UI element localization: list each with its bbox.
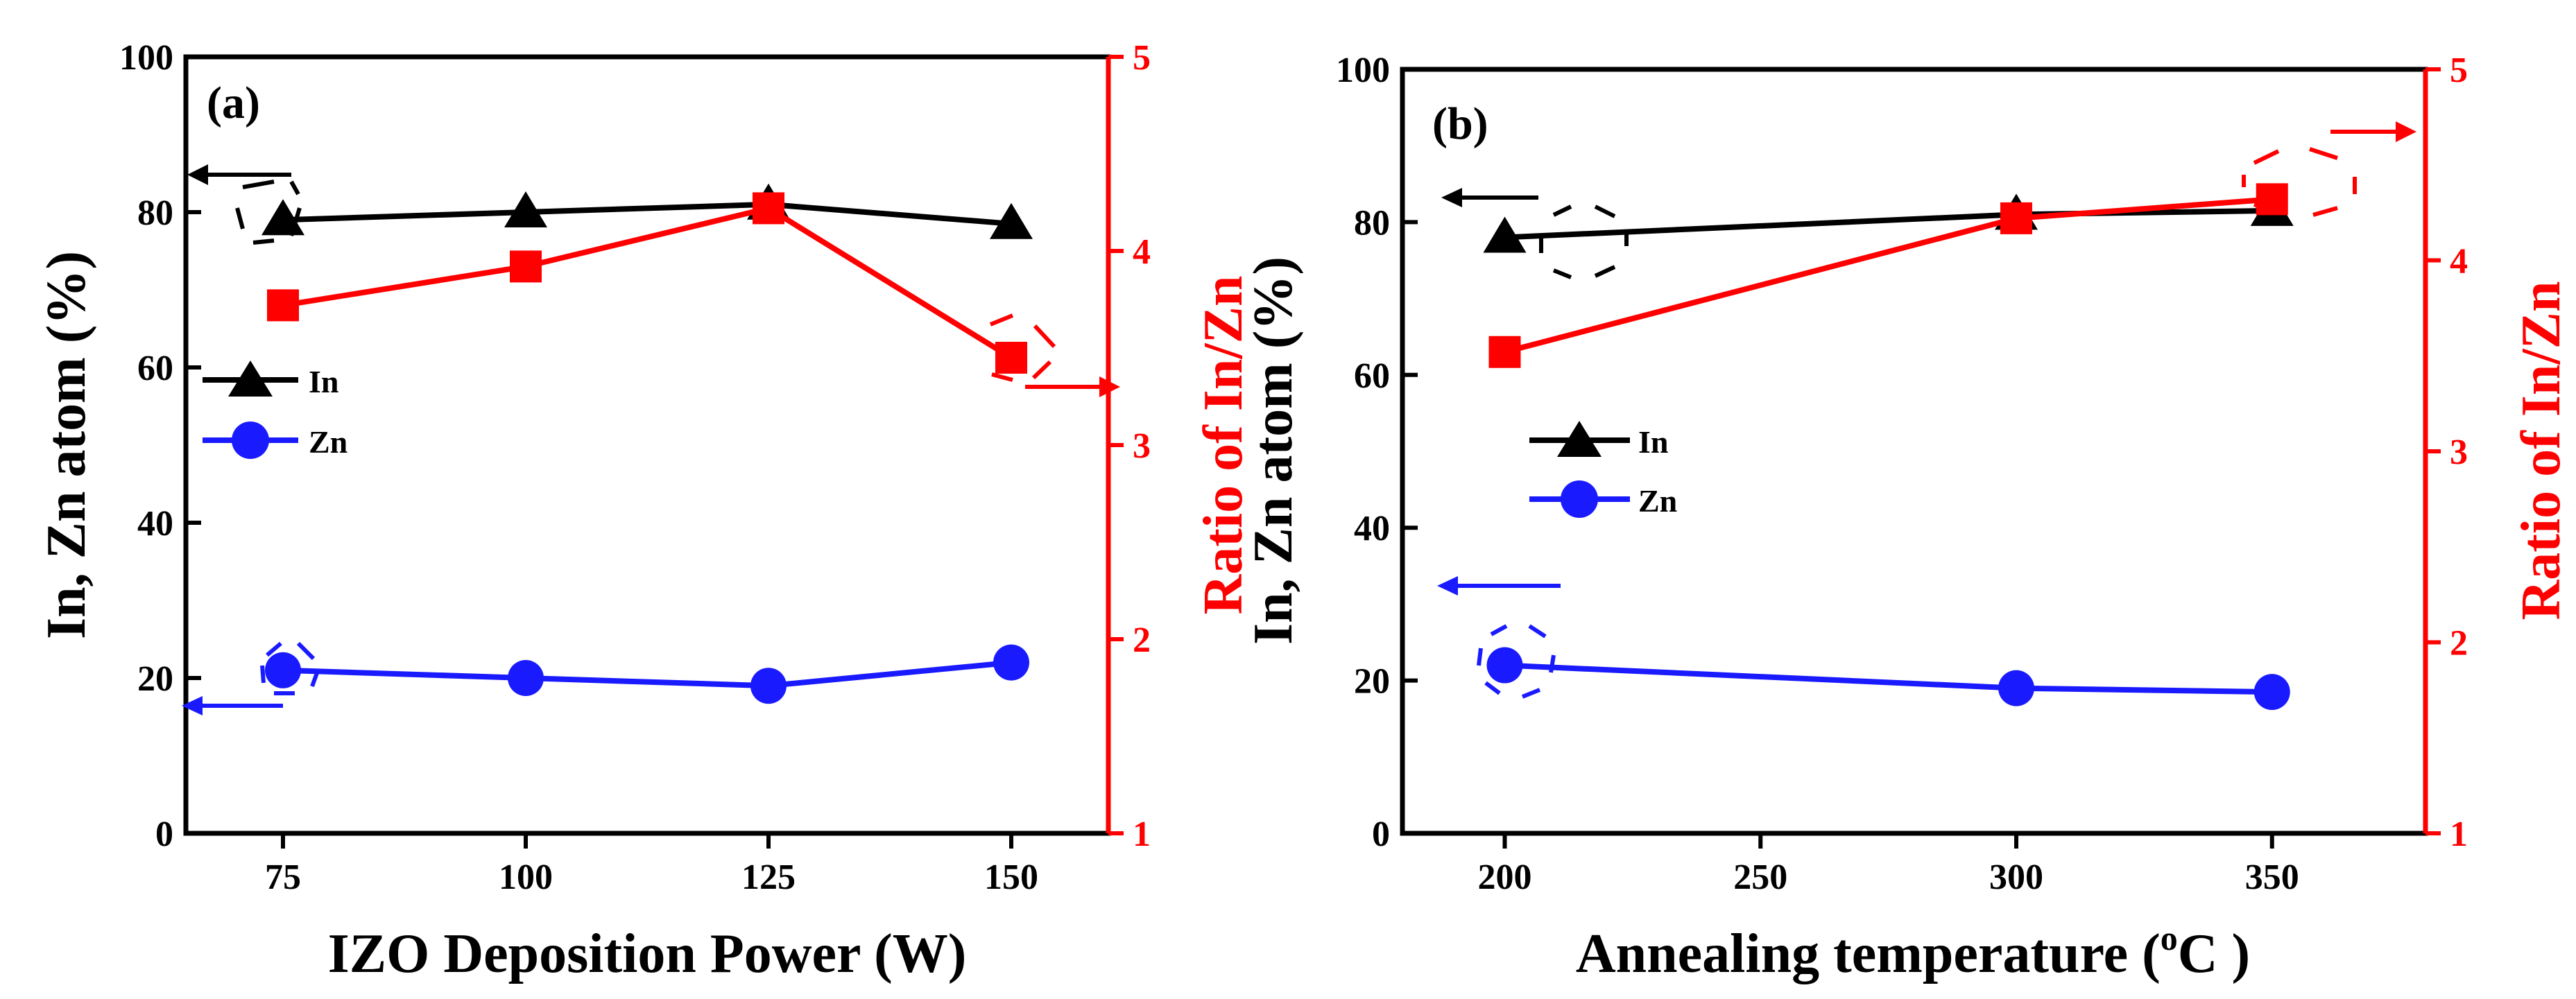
panel-a-series-line-square <box>282 205 1013 360</box>
panel-b-x-axis-title-sup: o <box>2161 919 2178 957</box>
panel-b-circle-point <box>1998 670 2034 706</box>
panel-a-square-point <box>510 250 542 283</box>
panel-b-x-tick-label: 350 <box>2245 858 2299 897</box>
panel-b-zn-dashed-marker <box>1477 624 1556 699</box>
panel-a-ratio-arrowhead <box>1099 376 1120 397</box>
panel-b-x-ticks: 200 250 300 350 <box>1478 833 2299 897</box>
panel-a-series-line-circle <box>282 659 1012 689</box>
panel-b-x-tick-label: 200 <box>1478 858 1532 897</box>
panel-b-right-tick-label: 5 <box>2450 51 2468 90</box>
panel-a-left-ticks: 0 20 40 60 80 100 <box>119 38 201 854</box>
panel-b-x-axis-title: Annealing temperature (oC ) <box>1576 919 2250 984</box>
panel-a-x-tick-label: 125 <box>741 858 796 897</box>
panel-b-triangle-point <box>1483 216 1527 253</box>
panel-b-ratio-arrowhead <box>2396 121 2416 142</box>
panel-b-left-ticks: 0 20 40 60 80 100 <box>1336 51 1418 854</box>
panel-b-circle-point <box>1486 647 1523 684</box>
panel-a-y2-axis-title: Ratio of In/Zn <box>1193 276 1254 615</box>
panel-a-label: (a) <box>207 78 260 128</box>
panel-a-left-tick-label: 20 <box>137 659 173 699</box>
panel-b-right-ticks: 1 2 3 4 5 <box>2425 51 2468 854</box>
panel-a-right-ticks: 1 2 3 4 5 <box>1108 38 1151 854</box>
panel-b-left-tick-label: 0 <box>1372 815 1390 854</box>
panel-a-circle-point <box>993 644 1029 681</box>
panel-b-in-arrowhead <box>1441 188 1462 207</box>
panel-b-x-tick-label: 300 <box>1989 858 2043 897</box>
panel-b-in-dashed-marker <box>1539 205 1629 279</box>
panel-a-x-ticks: 75 100 125 150 <box>265 833 1038 897</box>
panel-a-x-axis-title: IZO Deposition Power (W) <box>328 923 967 984</box>
panel-b-square-point <box>1488 336 1521 368</box>
panel-a-series-line-triangle <box>282 201 1012 227</box>
panel-a-annotations <box>182 164 1120 715</box>
panel-a-x-tick-label: 75 <box>265 858 301 897</box>
panel-b-right-tick-label: 2 <box>2450 624 2468 663</box>
panel-b-left-tick-label: 100 <box>1336 51 1390 90</box>
panel-b-left-tick-label: 80 <box>1354 203 1390 243</box>
panel-b-left-tick-label: 40 <box>1354 509 1390 548</box>
panel-a-right-tick-label: 2 <box>1133 620 1151 660</box>
panel-a-square-point <box>753 192 784 225</box>
panel-b-ratio-dashed-marker <box>2242 147 2357 217</box>
panel-a-left-tick-label: 100 <box>119 38 173 78</box>
panel-b-right-tick-label: 3 <box>2450 433 2468 472</box>
panel-a-x-tick-label: 150 <box>984 858 1038 897</box>
panel-a-left-tick-label: 0 <box>155 815 173 854</box>
panel-b-x-axis-title-end: C ) <box>2178 923 2250 984</box>
panel-a-right-tick-label: 1 <box>1133 815 1151 854</box>
panel-b-label: (b) <box>1432 98 1488 149</box>
panel-a-x-tick-label: 100 <box>499 858 553 897</box>
panel-b-legend-in-marker <box>1557 421 1602 457</box>
panel-a-data <box>261 183 1033 704</box>
panel-b-chart: 0 20 40 60 80 100 1 2 3 4 5 200 250 300 350 In Zn (b… <box>1243 51 2572 984</box>
panel-b-circle-point <box>2253 674 2290 711</box>
panel-a-square-point <box>267 289 299 322</box>
panel-a-triangle-point <box>990 202 1033 239</box>
panel-a-left-tick-label: 80 <box>137 193 173 233</box>
panel-b-y-axis-title: In, Zn atom (%) <box>1243 257 1304 645</box>
panel-b-square-point <box>2256 183 2288 216</box>
panel-a-triangle-point <box>261 199 304 236</box>
panel-b-series-line-triangle <box>1504 207 2272 241</box>
panel-a-right-tick-label: 5 <box>1133 38 1151 78</box>
panel-a-legend-zn-marker <box>232 422 269 459</box>
panel-b-zn-arrowhead <box>1437 576 1458 596</box>
panel-b-right-tick-label: 1 <box>2450 815 2468 854</box>
panel-b-y2-axis-title: Ratio of In/Zn <box>2511 281 2572 620</box>
panel-b-x-tick-label: 250 <box>1733 858 1787 897</box>
panel-b-legend: In Zn <box>1529 421 1677 519</box>
panel-b-series-line-circle <box>1504 662 2272 695</box>
panel-b-data <box>1483 183 2294 711</box>
panel-a-y-axis-title: In, Zn atom (%) <box>36 251 97 639</box>
panel-a-legend-zn-label: Zn <box>309 424 347 460</box>
panel-b-right-tick-label: 4 <box>2450 242 2468 281</box>
panel-a-zn-dashed-marker <box>260 641 320 695</box>
panel-a-legend-in-label: In <box>309 364 338 399</box>
panel-b-legend-zn-marker <box>1561 480 1598 518</box>
panel-b-legend-in-label: In <box>1638 424 1668 460</box>
panel-a-in-arrowhead <box>187 164 208 185</box>
panel-a-left-tick-label: 60 <box>137 349 173 388</box>
panel-a-right-tick-label: 3 <box>1133 426 1151 466</box>
panel-b-legend-zn-label: Zn <box>1638 483 1677 519</box>
panel-a-left-tick-label: 40 <box>137 504 173 544</box>
panel-a-right-tick-label: 4 <box>1133 232 1151 272</box>
panel-a-chart: 0 20 40 60 80 100 1 2 3 4 5 75 100 125 150 In Zn (a) <box>36 38 1254 984</box>
panel-a-circle-point <box>265 652 301 688</box>
panel-a-legend: In Zn <box>203 360 347 460</box>
panel-a-circle-point <box>750 668 787 704</box>
panel-a-circle-point <box>508 660 544 696</box>
panel-a-zn-arrowhead <box>182 696 203 715</box>
panel-a-legend-in-marker <box>228 360 273 397</box>
panel-b-annotations <box>1437 121 2416 699</box>
panel-a-square-point <box>995 342 1027 374</box>
panel-b-left-tick-label: 60 <box>1354 356 1390 396</box>
panel-b-square-point <box>2000 202 2032 234</box>
panel-b-x-axis-title-main: Annealing temperature ( <box>1576 923 2161 984</box>
panel-b-left-tick-label: 20 <box>1354 662 1390 702</box>
panel-a-triangle-point <box>504 191 547 227</box>
panel-a-ratio-dashed-marker <box>989 313 1056 382</box>
